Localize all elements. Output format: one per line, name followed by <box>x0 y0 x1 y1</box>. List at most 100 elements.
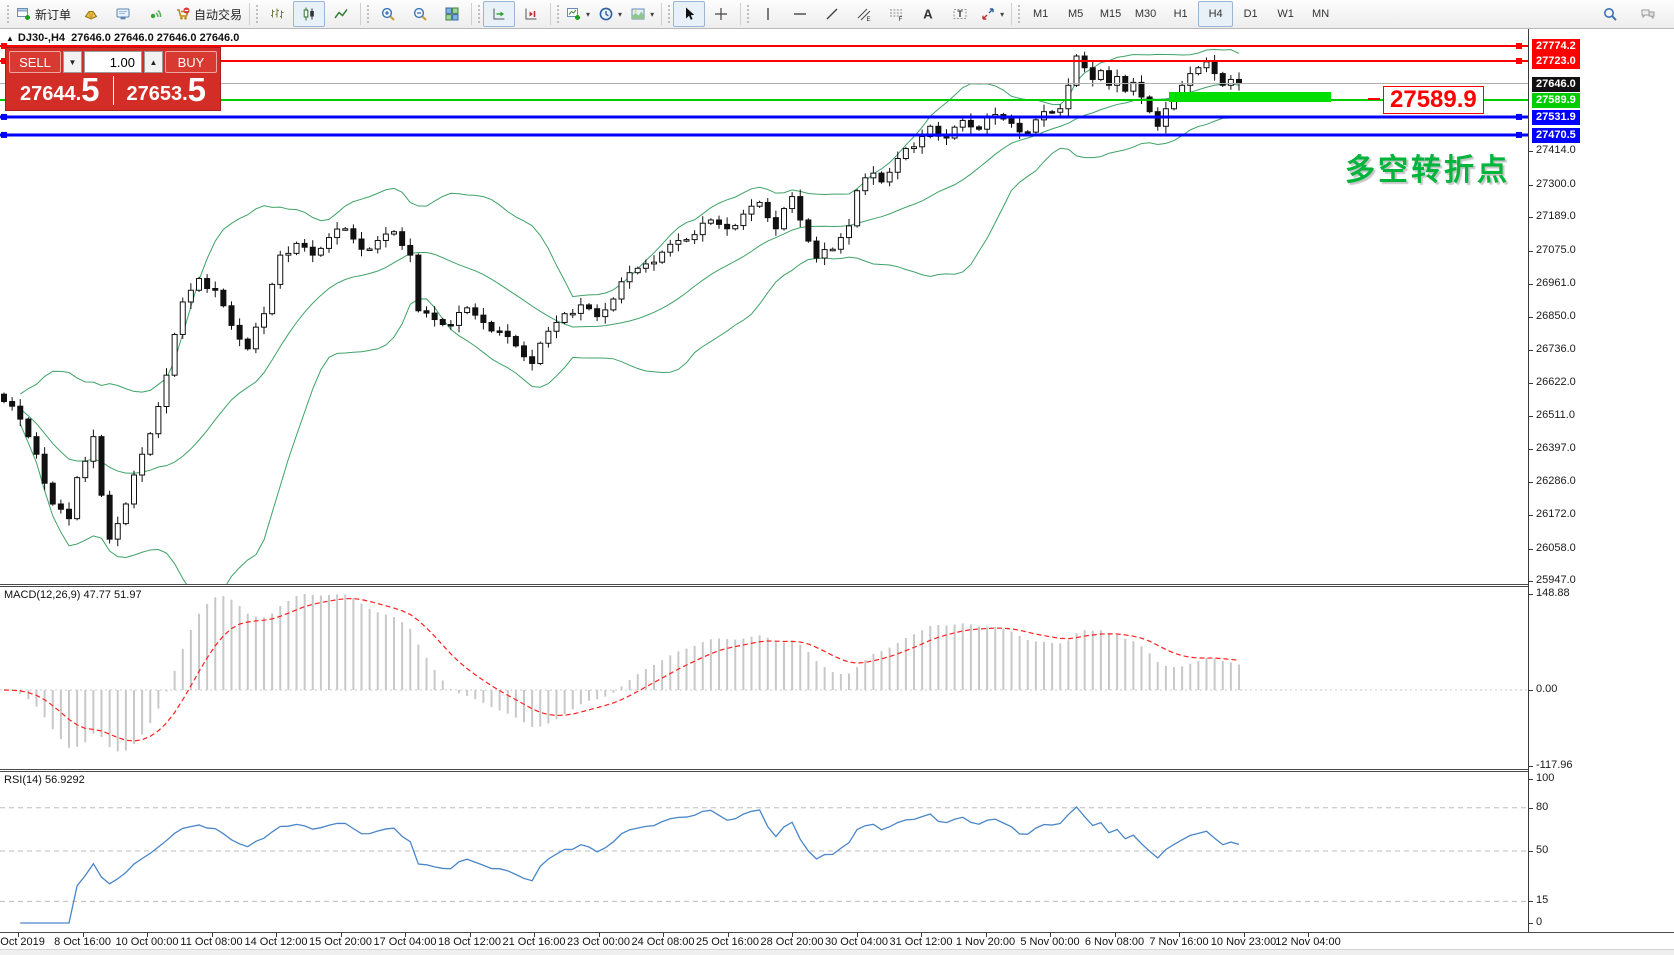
vertical-line-button[interactable] <box>752 1 784 27</box>
candle-bearish <box>447 324 454 327</box>
text-button[interactable]: A <box>912 1 944 27</box>
chat-button[interactable] <box>1632 1 1664 27</box>
price-tick-label: 26172.0 <box>1536 508 1576 521</box>
candle-bullish <box>919 136 926 148</box>
candle-bearish <box>49 482 56 505</box>
timeframe-m30-button[interactable]: M30 <box>1134 8 1157 20</box>
timeframe-d1-button[interactable]: D1 <box>1243 8 1258 20</box>
buy-button[interactable]: BUY <box>165 51 217 73</box>
autotrading-icon <box>177 7 190 20</box>
candle-bullish <box>634 267 641 274</box>
line-handle[interactable] <box>1 58 7 65</box>
price-axis[interactable]: 27414.0 27300.0 27189.0 27075.0 26961.0 26850… <box>1528 29 1674 949</box>
volume-increase-button[interactable]: ▲ <box>144 51 163 73</box>
line-handle[interactable] <box>1 131 7 138</box>
tile-windows-button[interactable] <box>436 1 468 27</box>
new-order-button[interactable]: 新订单 <box>12 1 75 27</box>
rsi-pane[interactable] <box>0 772 1674 932</box>
candle-bearish <box>220 289 227 307</box>
line-handle[interactable] <box>1 43 7 50</box>
chart-window: ▲ DJ30-,H4 27646.0 27646.0 27646.0 27646.… <box>0 29 1674 955</box>
candle-bearish <box>1089 67 1096 80</box>
equidistant-channel-button[interactable]: E <box>848 1 880 27</box>
candle-bearish <box>309 246 316 256</box>
timeframe-m5-button[interactable]: M5 <box>1067 8 1084 20</box>
line-handle[interactable] <box>1516 113 1522 120</box>
volume-decrease-button[interactable]: ▼ <box>63 51 82 73</box>
templates-dropdown[interactable]: ▾ <box>626 1 658 27</box>
new-order-button-label: 新订单 <box>35 7 72 22</box>
svg-text:E: E <box>867 17 871 22</box>
price-divider <box>112 76 114 105</box>
candle-bullish <box>1203 61 1210 69</box>
candle-bullish <box>577 304 584 314</box>
svg-text:F: F <box>899 17 903 22</box>
line-handle[interactable] <box>1 113 7 120</box>
new-chart-dropdown[interactable]: ▾ <box>562 1 594 27</box>
autotrading-button[interactable]: 自动交易 <box>171 1 246 27</box>
candle-bearish <box>25 418 32 438</box>
timeframe-m15-button[interactable]: M15 <box>1099 8 1122 20</box>
candle-bullish <box>131 474 137 505</box>
tick-mark <box>1529 284 1533 286</box>
trendline-button[interactable] <box>816 1 848 27</box>
signals-button[interactable] <box>139 1 171 27</box>
candle-bearish <box>496 330 503 333</box>
candle-bullish <box>902 148 909 160</box>
line-handle[interactable] <box>1516 58 1522 65</box>
main-chart-pane[interactable] <box>0 29 1674 585</box>
line-handle[interactable] <box>1516 43 1522 50</box>
zoom-out-button[interactable] <box>404 1 436 27</box>
timeframe-mn-button[interactable]: MN <box>1312 8 1330 20</box>
panel-expand-icon[interactable]: ▲ <box>6 34 14 43</box>
auto-scroll-button[interactable] <box>483 1 516 27</box>
bar-chart-button[interactable] <box>261 1 293 27</box>
buy-price[interactable]: 27653. 5 <box>126 71 207 108</box>
candlestick-button[interactable] <box>293 1 326 27</box>
rsi-line <box>20 806 1240 924</box>
styler-button[interactable] <box>75 1 107 27</box>
sell-price[interactable]: 27644. 5 <box>19 71 100 108</box>
fibonacci-button[interactable]: F <box>880 1 912 27</box>
timeframe-w1-button[interactable]: W1 <box>1277 8 1294 20</box>
tick-mark <box>1529 779 1533 780</box>
price-tick-label: 26397.0 <box>1536 442 1576 455</box>
search-button[interactable] <box>1594 1 1626 27</box>
text-label-button[interactable]: T <box>944 1 976 27</box>
tick-mark <box>1529 807 1533 809</box>
macd-signal-line <box>3 597 1240 742</box>
timeframe-h4-button[interactable]: H4 <box>1198 1 1234 27</box>
cursor-icon <box>686 7 695 20</box>
macd-pane[interactable] <box>0 587 1674 769</box>
terminal-button[interactable] <box>107 1 139 27</box>
candle-bullish <box>1097 70 1104 80</box>
price-tick-label: 27075.0 <box>1536 243 1576 256</box>
time-tick-mark <box>792 933 793 937</box>
price-level-label-27646.0: 27646.0 <box>1532 76 1580 92</box>
chart-shift-button[interactable] <box>515 1 547 27</box>
timeframe-h1-button[interactable]: H1 <box>1173 8 1188 20</box>
candle-bearish <box>204 278 211 290</box>
pane-divider-main-macd[interactable] <box>0 584 1674 587</box>
arrows-dropdown[interactable]: ▾ <box>976 1 1008 27</box>
timeframe-m1-button[interactable]: M1 <box>1032 8 1049 20</box>
candle-bearish <box>797 196 804 221</box>
tick-mark <box>1529 548 1533 550</box>
line-chart-button[interactable] <box>325 1 357 27</box>
candle-bearish <box>967 119 974 128</box>
pane-divider-macd-rsi[interactable] <box>0 769 1674 772</box>
cursor-button[interactable] <box>673 1 706 27</box>
line-handle[interactable] <box>1516 131 1522 138</box>
time-tick-mark <box>18 933 19 937</box>
volume-input[interactable] <box>84 51 142 73</box>
hline-icon <box>794 13 807 15</box>
zoom-in-button[interactable] <box>372 1 404 27</box>
sell-button[interactable]: SELL <box>9 51 61 73</box>
crosshair-button[interactable] <box>705 1 737 27</box>
periods-dropdown[interactable]: ▾ <box>594 1 626 27</box>
horizontal-line-button[interactable] <box>784 1 816 27</box>
candle-bullish <box>642 263 649 269</box>
candle-bullish <box>707 219 714 224</box>
